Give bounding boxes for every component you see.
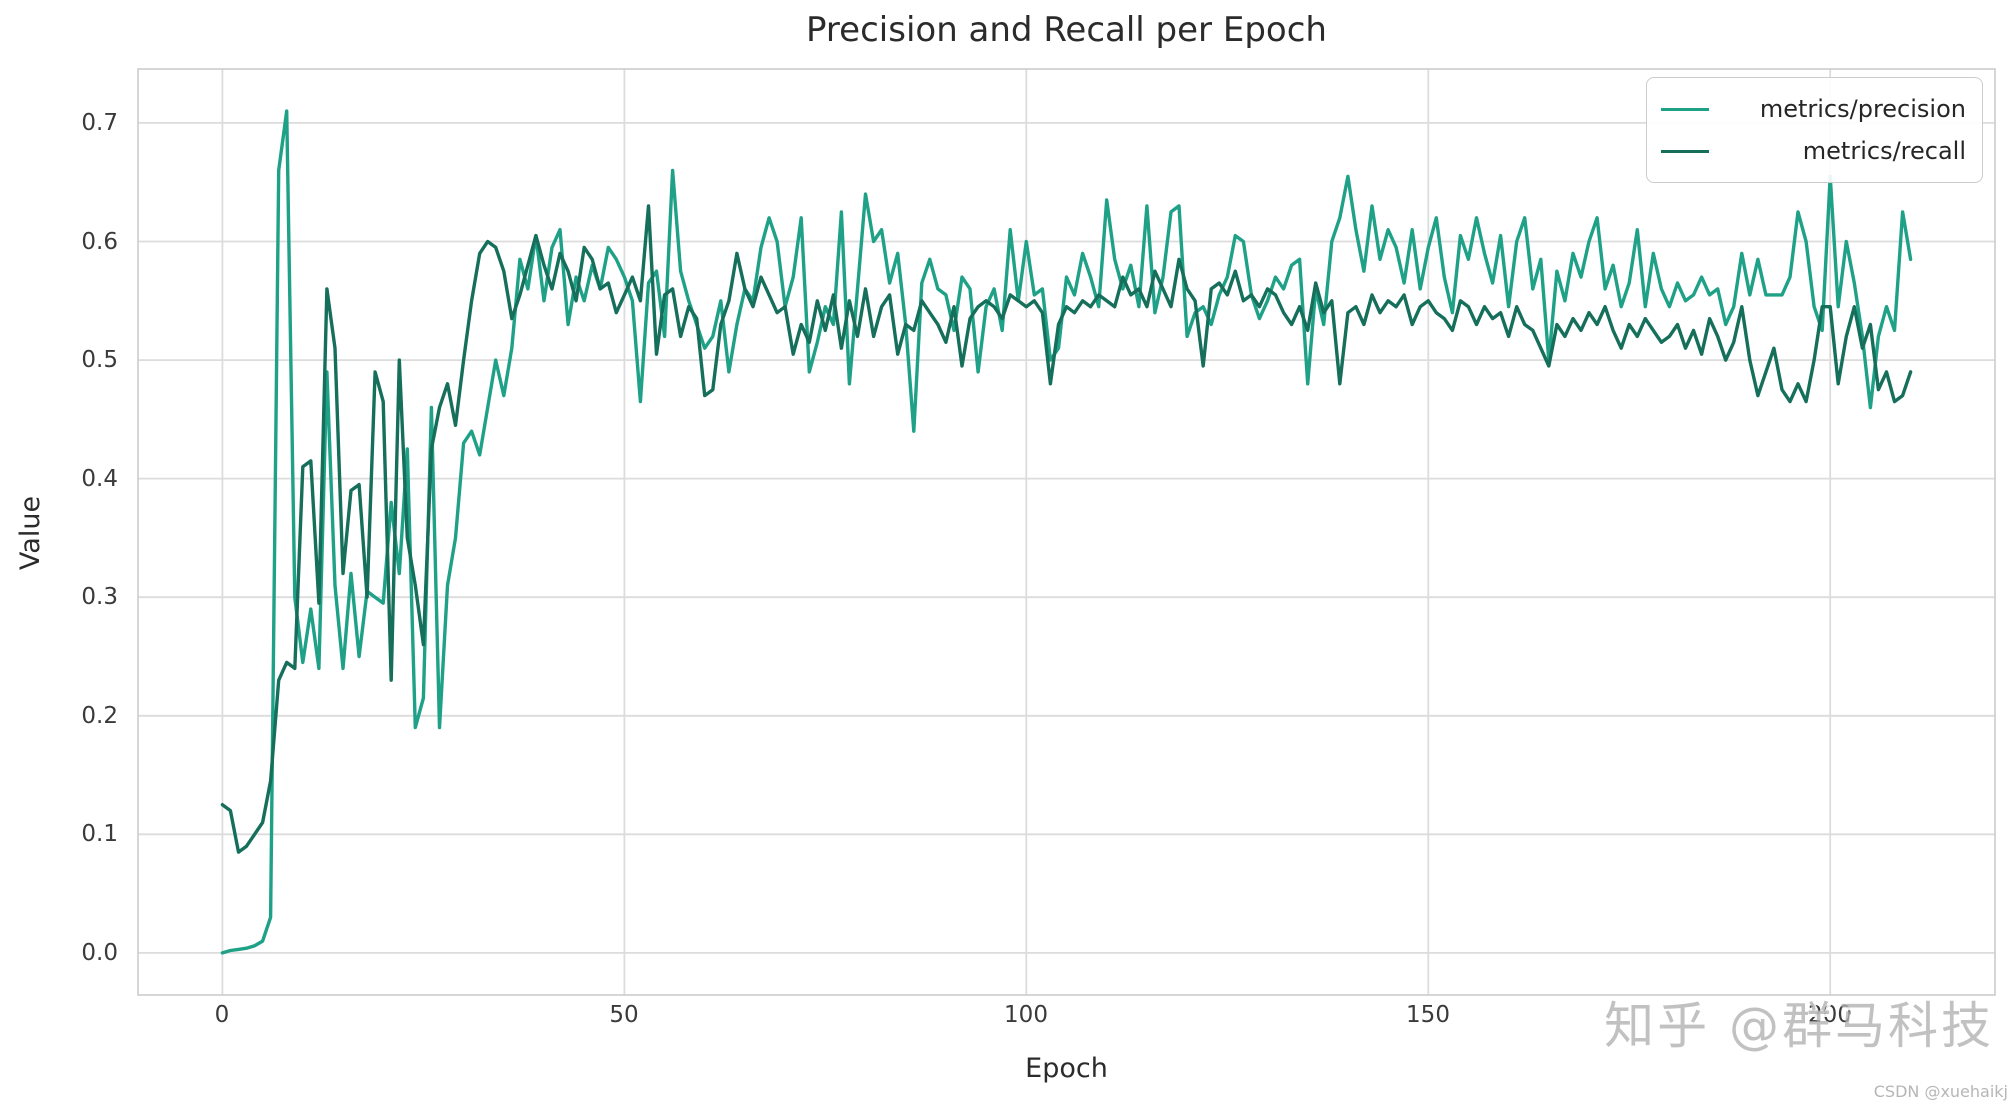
- y-tick-label: 0.7: [81, 110, 118, 136]
- x-tick-label: 150: [1406, 1002, 1450, 1028]
- y-tick-label: 0.4: [81, 466, 118, 492]
- y-tick-label: 0.2: [81, 703, 118, 729]
- chart-title: Precision and Recall per Epoch: [806, 10, 1327, 50]
- y-tick-label: 0.1: [81, 821, 118, 847]
- legend-line-swatch: [1661, 107, 1709, 111]
- legend-line-swatch: [1661, 149, 1709, 153]
- series-line-precision: [220, 109, 1913, 955]
- y-tick-label: 0.6: [81, 229, 118, 255]
- legend-label: metrics/recall: [1802, 137, 1966, 165]
- data-lines: [220, 109, 1913, 955]
- y-axis-label: Value: [15, 495, 46, 571]
- legend-item-recall: metrics/recall: [1661, 130, 1966, 172]
- legend: metrics/precision metrics/recall: [1646, 77, 1983, 183]
- x-axis-label: Epoch: [1025, 1053, 1108, 1084]
- legend-item-precision: metrics/precision: [1661, 88, 1966, 130]
- y-tick-label: 0.5: [81, 347, 118, 373]
- x-tick-label: 100: [1004, 1002, 1048, 1028]
- series-line-recall: [220, 204, 1913, 854]
- x-tick-label: 0: [214, 1002, 230, 1028]
- x-tick-label: 50: [609, 1002, 639, 1028]
- grid-lines: [138, 69, 1995, 995]
- x-tick-label: 200: [1808, 1002, 1852, 1028]
- csdn-watermark: CSDN @xuehaikj: [1873, 1082, 2008, 1101]
- plot-frame: [137, 68, 1996, 996]
- legend-label: metrics/precision: [1759, 95, 1966, 123]
- y-tick-label: 0.3: [81, 584, 118, 610]
- y-tick-label: 0.0: [81, 940, 118, 966]
- zhihu-watermark: 知乎 @群马科技: [1604, 997, 1994, 1055]
